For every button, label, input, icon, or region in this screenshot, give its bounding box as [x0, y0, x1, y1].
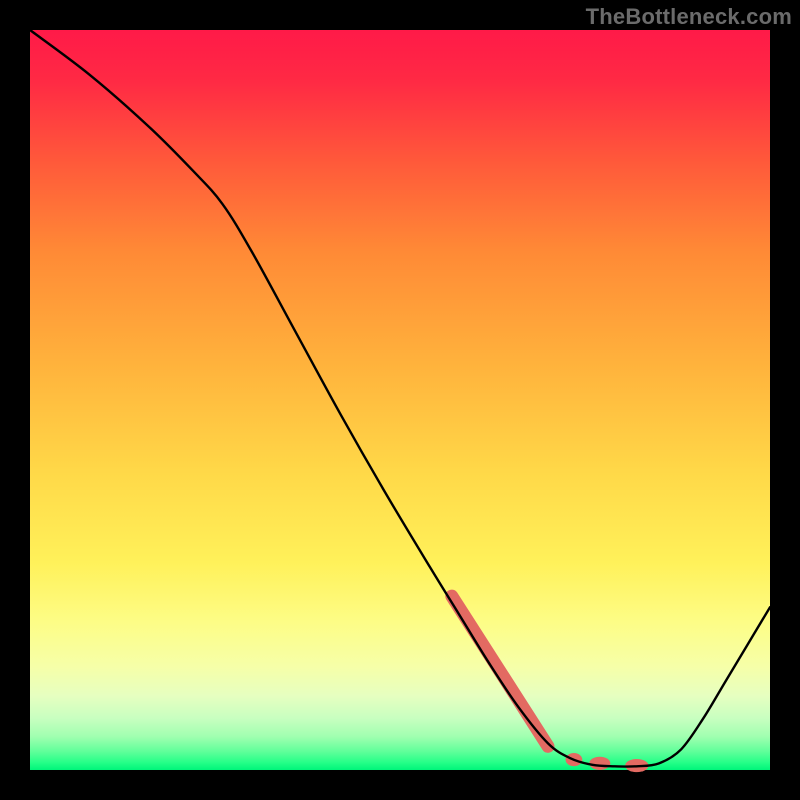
highlight-dot	[589, 757, 610, 770]
chart-svg	[0, 0, 800, 800]
plot-background	[30, 30, 770, 770]
chart-canvas: TheBottleneck.com	[0, 0, 800, 800]
watermark-text: TheBottleneck.com	[586, 4, 792, 30]
